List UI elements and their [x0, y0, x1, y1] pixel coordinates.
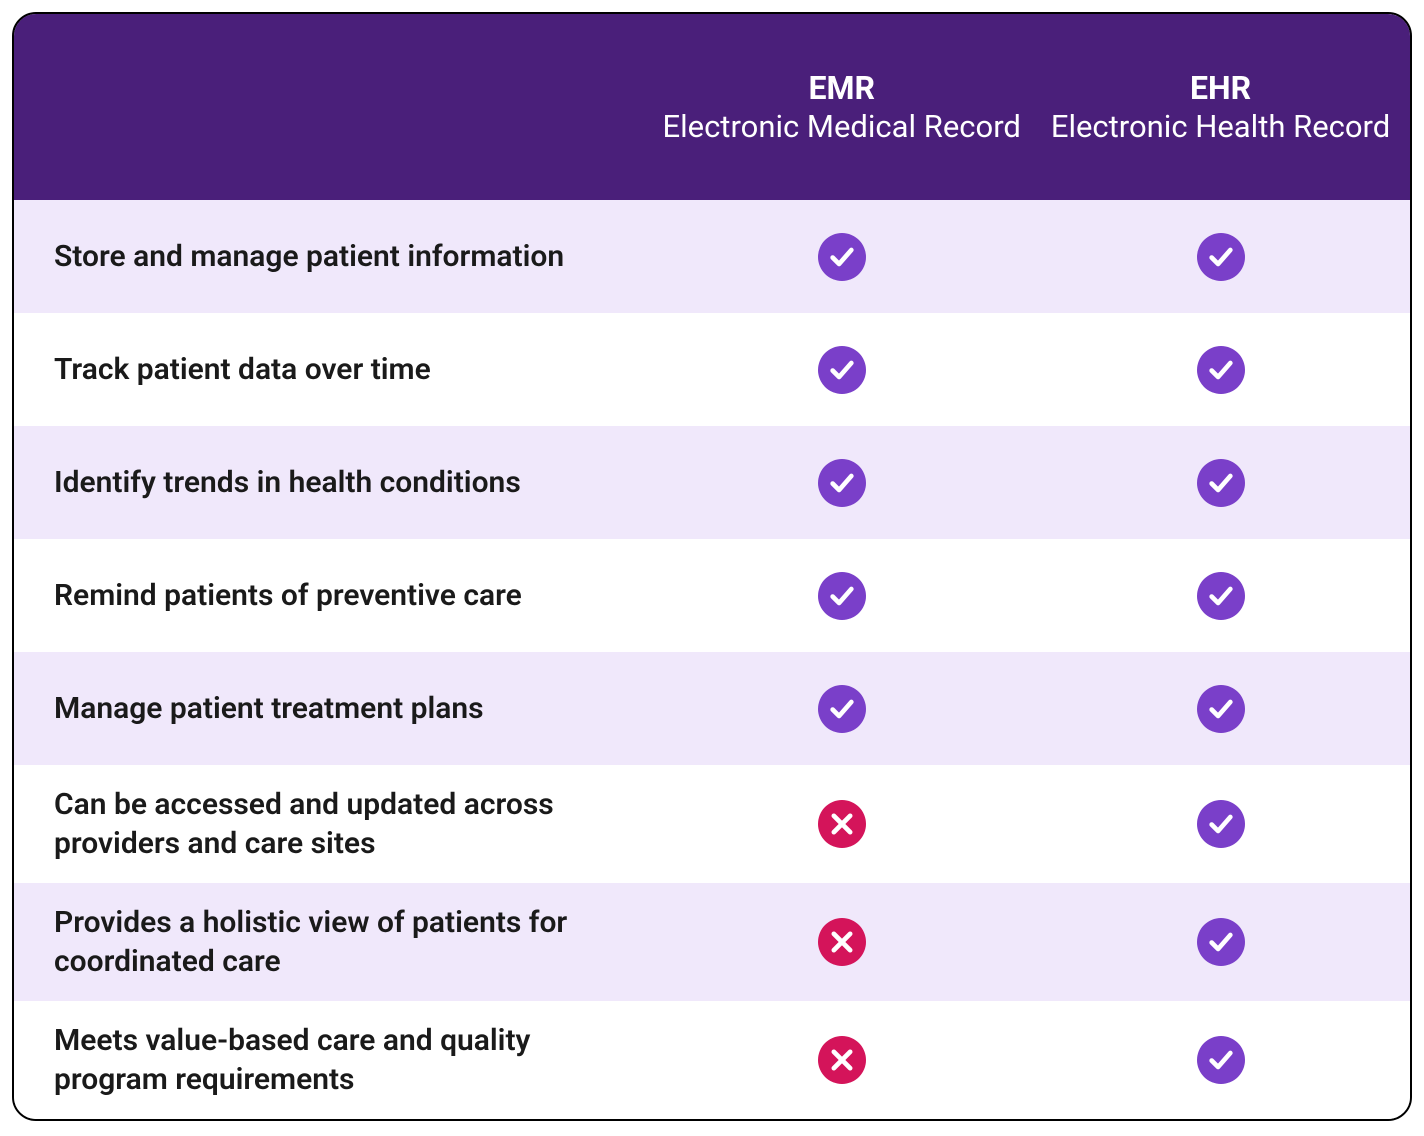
check-icon [1197, 459, 1245, 507]
check-icon [1197, 685, 1245, 733]
row-cell-ehr [1031, 459, 1410, 507]
table-row: Manage patient treatment plans [14, 652, 1410, 765]
table-row: Can be accessed and updated across provi… [14, 765, 1410, 883]
table-row: Remind patients of preventive care [14, 539, 1410, 652]
check-icon [818, 346, 866, 394]
check-icon [818, 233, 866, 281]
row-label: Manage patient treatment plans [14, 669, 652, 748]
row-cell-ehr [1031, 346, 1410, 394]
table-header: EMR Electronic Medical Record EHR Electr… [14, 14, 1410, 200]
row-label: Remind patients of preventive care [14, 556, 652, 635]
row-label: Store and manage patient information [14, 217, 652, 296]
row-cell-emr [652, 1036, 1031, 1084]
check-icon [1197, 1036, 1245, 1084]
header-full: Electronic Health Record [1051, 108, 1390, 147]
table-body: Store and manage patient information Tra… [14, 200, 1410, 1119]
row-cell-emr [652, 918, 1031, 966]
row-cell-ehr [1031, 800, 1410, 848]
check-icon [818, 572, 866, 620]
row-cell-emr [652, 800, 1031, 848]
table-row: Provides a holistic view of patients for… [14, 883, 1410, 1001]
row-cell-ehr [1031, 572, 1410, 620]
check-icon [1197, 800, 1245, 848]
row-cell-ehr [1031, 233, 1410, 281]
check-icon [1197, 233, 1245, 281]
row-label: Meets value-based care and quality progr… [14, 1001, 652, 1119]
cross-icon [818, 800, 866, 848]
check-icon [1197, 918, 1245, 966]
row-label: Track patient data over time [14, 330, 652, 409]
row-cell-ehr [1031, 685, 1410, 733]
row-cell-emr [652, 459, 1031, 507]
check-icon [1197, 572, 1245, 620]
check-icon [818, 685, 866, 733]
comparison-table: EMR Electronic Medical Record EHR Electr… [12, 12, 1412, 1121]
row-cell-emr [652, 346, 1031, 394]
header-abbr: EMR [808, 68, 875, 108]
check-icon [1197, 346, 1245, 394]
row-label: Can be accessed and updated across provi… [14, 765, 652, 883]
row-label: Provides a holistic view of patients for… [14, 883, 652, 1001]
row-cell-emr [652, 685, 1031, 733]
row-cell-emr [652, 233, 1031, 281]
table-row: Identify trends in health conditions [14, 426, 1410, 539]
row-label: Identify trends in health conditions [14, 443, 652, 522]
cross-icon [818, 1036, 866, 1084]
row-cell-ehr [1031, 918, 1410, 966]
header-full: Electronic Medical Record [662, 108, 1020, 147]
cross-icon [818, 918, 866, 966]
table-row: Meets value-based care and quality progr… [14, 1001, 1410, 1119]
check-icon [818, 459, 866, 507]
header-abbr: EHR [1190, 68, 1251, 108]
row-cell-ehr [1031, 1036, 1410, 1084]
row-cell-emr [652, 572, 1031, 620]
table-row: Store and manage patient information [14, 200, 1410, 313]
table-row: Track patient data over time [14, 313, 1410, 426]
header-cell-ehr: EHR Electronic Health Record [1031, 68, 1410, 147]
header-cell-emr: EMR Electronic Medical Record [652, 68, 1031, 147]
